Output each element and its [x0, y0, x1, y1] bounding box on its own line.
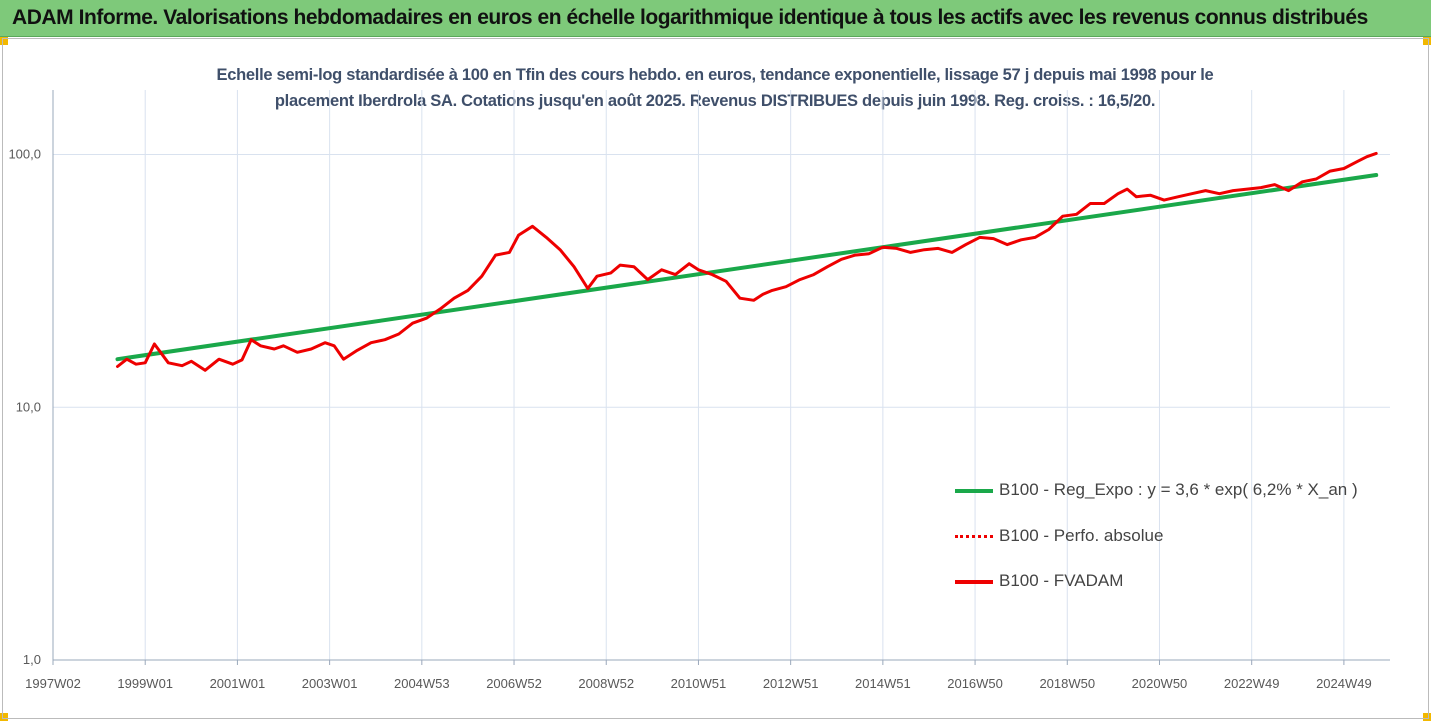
- x-tick-label-5: 2006W52: [486, 676, 542, 691]
- report-banner: ADAM Informe. Valorisations hebdomadaire…: [0, 0, 1431, 37]
- legend-swatch-perfo-absolue: [955, 535, 993, 538]
- y-tick-label-2: 100,0: [8, 147, 41, 162]
- legend-swatch-trend: [955, 489, 993, 493]
- x-tick-label-4: 2004W53: [394, 676, 450, 691]
- series-trend-line: [115, 173, 1379, 362]
- legend-label-perfo-absolue: B100 - Perfo. absolue: [999, 526, 1164, 545]
- corner-marker-top-right: [1423, 37, 1431, 45]
- y-tick-label-1: 10,0: [16, 399, 41, 414]
- corner-marker-bottom-right: [1423, 713, 1431, 721]
- x-tick-label-10: 2016W50: [947, 676, 1003, 691]
- chart-subtitle-line-2: placement Iberdrola SA. Cotations jusqu'…: [274, 92, 1156, 110]
- y-tick-label-0: 1,0: [23, 652, 41, 667]
- x-tick-label-9: 2014W51: [855, 676, 911, 691]
- x-tick-label-6: 2008W52: [578, 676, 634, 691]
- chart-subtitle-line-1: Echelle semi-log standardisée à 100 en T…: [216, 66, 1214, 84]
- legend-item-trend[interactable]: B100 - Reg_Expo : y = 3,6 * exp( 6,2% * …: [955, 478, 1385, 502]
- series-fvadam-line: [116, 151, 1378, 372]
- report-title: ADAM Informe. Valorisations hebdomadaire…: [12, 6, 1368, 29]
- corner-marker-top-left: [0, 37, 8, 45]
- x-tick-label-2: 2001W01: [210, 676, 266, 691]
- legend-swatch-fvadam: [955, 580, 993, 584]
- x-tick-label-7: 2010W51: [671, 676, 727, 691]
- chart-frame: [2, 38, 1429, 719]
- x-tick-label-11: 2018W50: [1039, 676, 1095, 691]
- legend-item-perfo-absolue[interactable]: B100 - Perfo. absolue: [955, 524, 1385, 548]
- x-tick-label-3: 2003W01: [302, 676, 358, 691]
- x-tick-label-12: 2020W50: [1132, 676, 1188, 691]
- legend-label-trend: B100 - Reg_Expo : y = 3,6 * exp( 6,2% * …: [999, 480, 1358, 499]
- x-tick-label-1: 1999W01: [117, 676, 173, 691]
- x-tick-label-13: 2022W49: [1224, 676, 1280, 691]
- x-tick-label-14: 2024W49: [1316, 676, 1372, 691]
- legend-item-fvadam[interactable]: B100 - FVADAM: [955, 569, 1385, 593]
- x-tick-label-0: 1997W02: [25, 676, 81, 691]
- corner-marker-bottom-left: [0, 713, 8, 721]
- legend-label-fvadam: B100 - FVADAM: [999, 571, 1124, 590]
- x-tick-label-8: 2012W51: [763, 676, 819, 691]
